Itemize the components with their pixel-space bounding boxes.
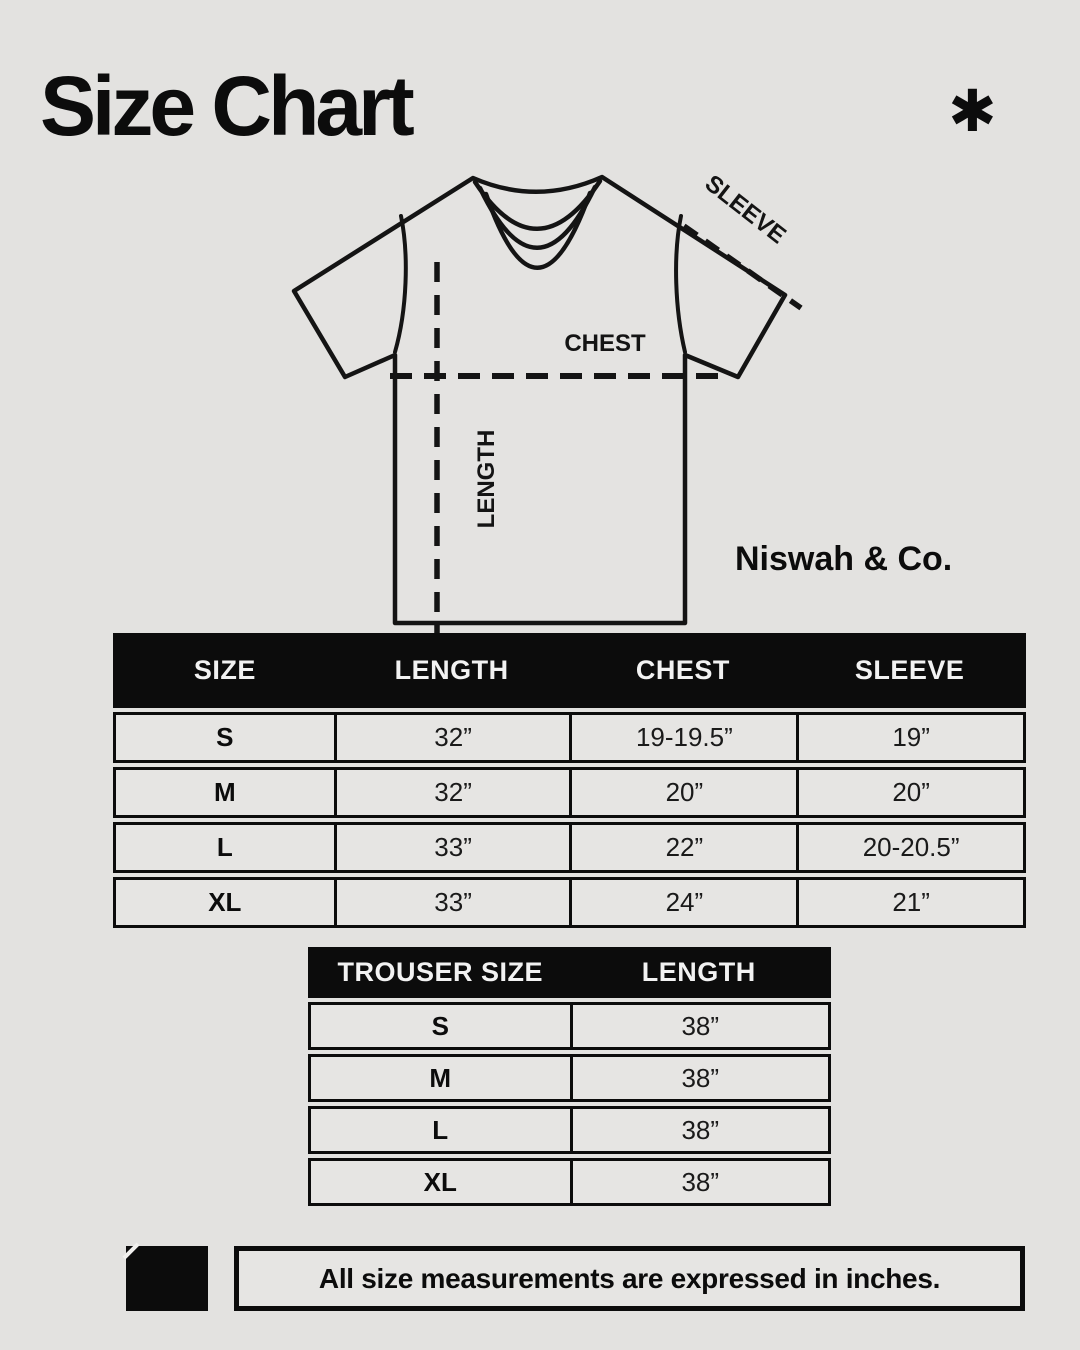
table-row: S 38” bbox=[308, 1002, 831, 1050]
cell-size: XL bbox=[423, 1166, 457, 1197]
cell-length: 38” bbox=[569, 1005, 829, 1047]
table-row: XL 38” bbox=[308, 1158, 831, 1206]
tshirt-outline bbox=[291, 174, 788, 626]
cell-size: S bbox=[216, 722, 234, 752]
page-title: Size Chart bbox=[40, 59, 415, 153]
shirt-table-header-row: SIZE LENGTH CHEST SLEEVE bbox=[113, 633, 1026, 708]
cell-length: 38” bbox=[569, 1161, 829, 1203]
cell-size: XL bbox=[208, 887, 242, 917]
cell-length: 38” bbox=[569, 1109, 829, 1151]
trouser-size-table: TROUSER SIZE LENGTH S 38” M 38” L 38” XL… bbox=[308, 947, 831, 1206]
cell-length: 33” bbox=[333, 880, 570, 925]
asterisk-icon: ✱ bbox=[948, 77, 997, 145]
shirt-header-sleeve: SLEEVE bbox=[854, 655, 965, 685]
cell-length: 32” bbox=[333, 715, 570, 760]
cell-chest: 19-19.5” bbox=[569, 715, 796, 760]
table-row: M 32” 20” 20” bbox=[113, 767, 1026, 818]
chest-measure-label: CHEST bbox=[564, 330, 646, 357]
shirt-header-length: LENGTH bbox=[394, 655, 509, 685]
tshirt-diagram bbox=[291, 174, 803, 633]
cell-size: M bbox=[429, 1062, 452, 1093]
table-row: S 32” 19-19.5” 19” bbox=[113, 712, 1026, 763]
brand-mark-square bbox=[126, 1246, 208, 1311]
right-armhole-seam bbox=[674, 214, 687, 354]
cell-chest: 22” bbox=[569, 825, 796, 870]
cell-length: 38” bbox=[569, 1057, 829, 1099]
cell-chest: 20” bbox=[569, 770, 796, 815]
left-armhole-seam bbox=[393, 214, 408, 354]
table-row: L 33” 22” 20-20.5” bbox=[113, 822, 1026, 873]
length-measure-label: LENGTH bbox=[473, 429, 500, 529]
shirt-size-table: SIZE LENGTH CHEST SLEEVE S 32” 19-19.5” … bbox=[113, 633, 1026, 928]
cell-length: 32” bbox=[333, 770, 570, 815]
table-row: L 38” bbox=[308, 1106, 831, 1154]
brand-name: Niswah & Co. bbox=[735, 540, 953, 578]
trouser-table-header-row: TROUSER SIZE LENGTH bbox=[308, 947, 831, 998]
shirt-header-size: SIZE bbox=[193, 655, 256, 685]
cell-length: 33” bbox=[333, 825, 570, 870]
table-row: M 38” bbox=[308, 1054, 831, 1102]
cell-size: M bbox=[214, 777, 236, 807]
cell-size: L bbox=[216, 832, 233, 862]
cell-size: S bbox=[431, 1010, 449, 1041]
cell-sleeve: 19” bbox=[796, 715, 1023, 760]
footnote-text: All size measurements are expressed in i… bbox=[318, 1262, 941, 1294]
cell-chest: 24” bbox=[569, 880, 796, 925]
cell-sleeve: 21” bbox=[796, 880, 1023, 925]
trouser-header-length: LENGTH bbox=[641, 957, 756, 987]
cell-sleeve: 20” bbox=[796, 770, 1023, 815]
sleeve-dash-line bbox=[682, 223, 803, 311]
trouser-header-size: TROUSER SIZE bbox=[337, 957, 544, 987]
table-row: XL 33” 24” 21” bbox=[113, 877, 1026, 928]
cell-size: L bbox=[432, 1114, 449, 1145]
footnote-box: All size measurements are expressed in i… bbox=[234, 1246, 1025, 1311]
shirt-header-chest: CHEST bbox=[635, 655, 730, 685]
collar-band-line-3 bbox=[483, 190, 593, 270]
cell-sleeve: 20-20.5” bbox=[796, 825, 1023, 870]
